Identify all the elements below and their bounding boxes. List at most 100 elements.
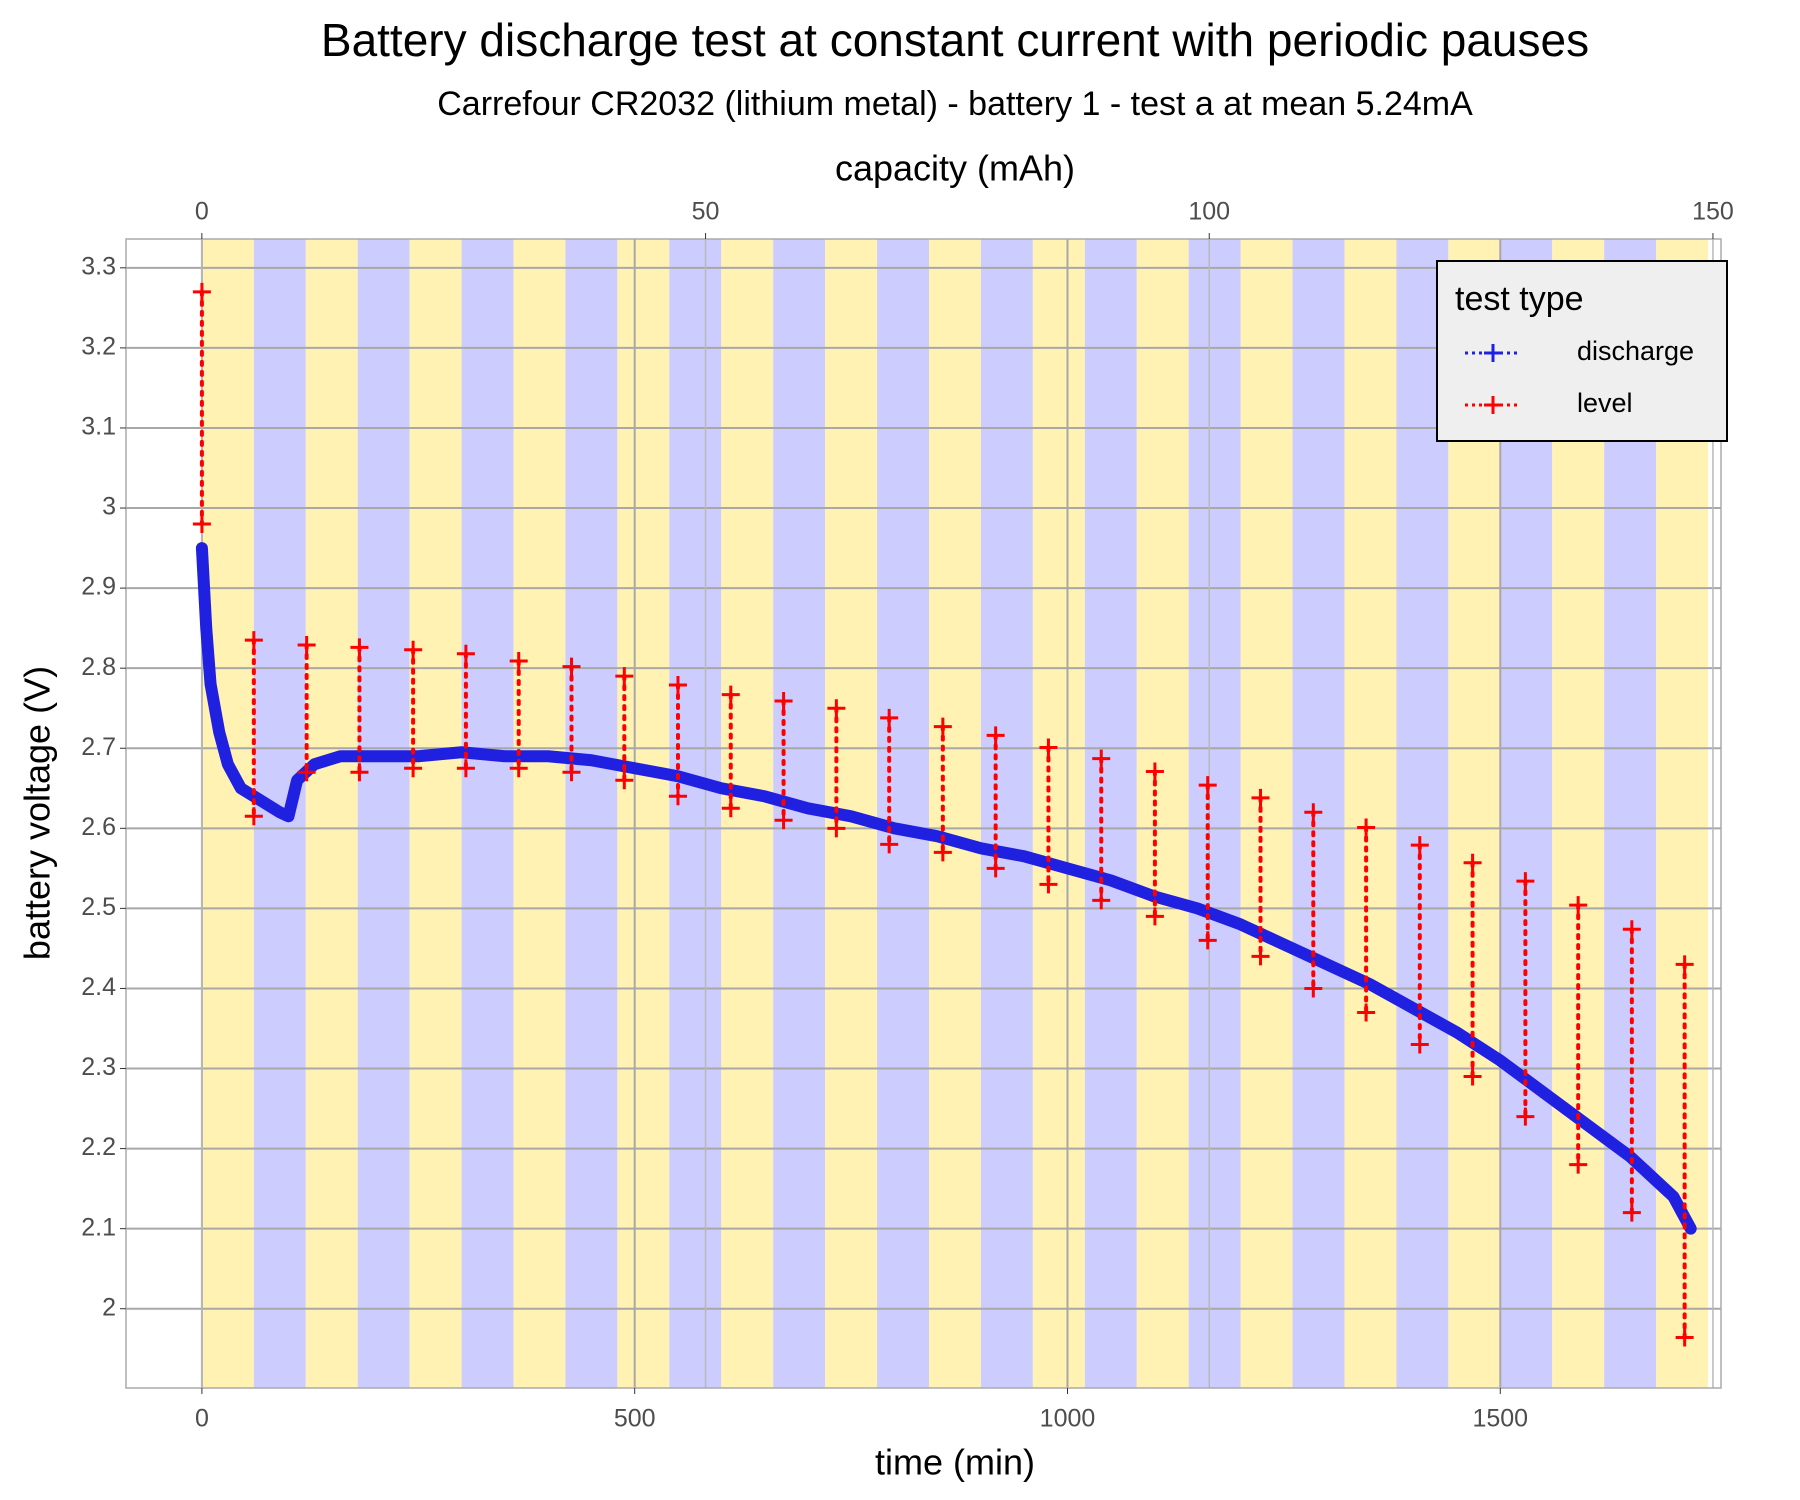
- x2-tick-label: 150: [1692, 198, 1734, 226]
- level-marker: [509, 651, 528, 670]
- y-tick-label: 3.1: [81, 413, 116, 441]
- x2-tick-label: 100: [1188, 198, 1230, 226]
- y-tick-label: 2.9: [81, 573, 116, 601]
- y-tick-label: 2.4: [81, 973, 116, 1001]
- level-marker: [1304, 803, 1323, 822]
- y-axis-label: battery voltage (V): [17, 666, 58, 960]
- level-marker: [615, 667, 634, 686]
- level-marker: [668, 675, 687, 694]
- level-marker: [827, 699, 846, 718]
- level-marker: [404, 640, 423, 659]
- x-tick-label: 1500: [1472, 1405, 1528, 1433]
- legend-label: discharge: [1577, 336, 1694, 366]
- level-marker: [721, 799, 740, 818]
- level-marker: [1357, 1003, 1376, 1022]
- x2-axis-label: capacity (mAh): [835, 148, 1075, 189]
- level-marker: [1145, 907, 1164, 926]
- level-line: [199, 289, 1687, 1340]
- y-tick-label: 2.7: [81, 733, 116, 761]
- level-marker: [774, 692, 793, 711]
- level-marker: [1410, 1035, 1429, 1054]
- x2-tick-label: 0: [195, 198, 209, 226]
- level-marker: [244, 631, 263, 650]
- level-marker: [1675, 1328, 1694, 1347]
- level-marker: [986, 859, 1005, 878]
- level-marker: [721, 685, 740, 704]
- level-marker: [880, 835, 899, 854]
- y-tick-label: 2: [102, 1293, 116, 1321]
- level-marker: [933, 843, 952, 862]
- y-tick-label: 2.3: [81, 1053, 116, 1081]
- y-tick-label: 2.2: [81, 1133, 116, 1161]
- legend-title: test type: [1455, 280, 1584, 318]
- legend-swatch-marker: [1484, 344, 1502, 362]
- y-tick-label: 3: [102, 493, 116, 521]
- chart-title: Battery discharge test at constant curre…: [321, 14, 1589, 66]
- level-marker: [350, 638, 369, 657]
- band: [565, 239, 618, 1388]
- level-marker: [244, 807, 263, 826]
- plot-area: [125, 238, 1722, 1389]
- discharge-line: [195, 542, 1697, 1235]
- legend-box: [1436, 260, 1728, 442]
- level-marker: [1198, 776, 1217, 795]
- band: [877, 239, 929, 1388]
- level-marker: [562, 763, 581, 782]
- band: [617, 239, 670, 1388]
- level-marker: [562, 657, 581, 676]
- band: [305, 239, 358, 1388]
- level-marker: [933, 717, 952, 736]
- level-marker: [456, 759, 475, 778]
- band: [513, 239, 566, 1388]
- level-marker: [192, 515, 211, 534]
- y-tick-label: 2.8: [81, 653, 116, 681]
- x-tick-label: 500: [614, 1405, 656, 1433]
- band: [721, 239, 774, 1388]
- level-marker: [1516, 1107, 1535, 1126]
- level-marker: [1569, 1155, 1588, 1174]
- level-marker: [880, 708, 899, 727]
- band: [461, 239, 514, 1388]
- x-axis-label: time (min): [875, 1442, 1035, 1483]
- level-marker: [1357, 818, 1376, 837]
- level-marker: [1622, 1203, 1641, 1222]
- legend-swatch-marker: [1484, 396, 1502, 414]
- band: [409, 239, 462, 1388]
- level-marker: [1516, 872, 1535, 891]
- level-marker: [297, 763, 316, 782]
- level-marker: [1251, 788, 1270, 807]
- x-tick-label: 0: [195, 1405, 209, 1433]
- level-marker: [1463, 1067, 1482, 1086]
- band: [669, 239, 722, 1388]
- level-marker: [350, 763, 369, 782]
- legend-label: level: [1577, 388, 1633, 418]
- level-marker: [1092, 891, 1111, 910]
- y-tick-label: 3.2: [81, 333, 116, 361]
- level-marker: [1463, 853, 1482, 872]
- level-marker: [1198, 931, 1217, 950]
- level-marker: [192, 282, 211, 301]
- level-marker: [1039, 738, 1058, 757]
- level-marker: [668, 787, 687, 806]
- level-marker: [1675, 955, 1694, 974]
- level-marker: [456, 644, 475, 663]
- level-marker: [297, 635, 316, 654]
- x2-tick-label: 50: [692, 198, 720, 226]
- level-marker: [774, 811, 793, 830]
- band: [1032, 239, 1085, 1388]
- chart-subtitle: Carrefour CR2032 (lithium metal) - batte…: [437, 85, 1473, 123]
- level-marker: [1092, 749, 1111, 768]
- level-marker: [1622, 920, 1641, 939]
- level-marker: [1304, 979, 1323, 998]
- band: [928, 239, 981, 1388]
- level-marker: [1145, 762, 1164, 781]
- level-marker: [1039, 875, 1058, 894]
- level-marker: [509, 759, 528, 778]
- level-marker: [986, 726, 1005, 745]
- band: [357, 239, 410, 1388]
- band: [1240, 239, 1293, 1388]
- band: [1084, 239, 1137, 1388]
- y-tick-label: 2.6: [81, 813, 116, 841]
- band: [201, 239, 254, 1388]
